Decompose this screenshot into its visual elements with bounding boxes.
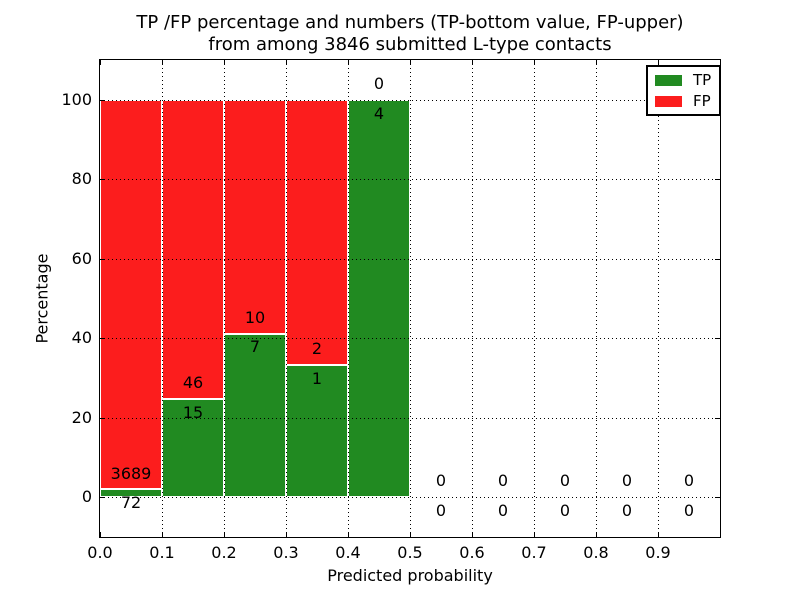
tp-count-label: 1 <box>311 368 323 388</box>
x-gridline <box>286 60 287 537</box>
x-tick-label: 0.6 <box>459 543 485 562</box>
fp-count-label: 2 <box>311 338 323 358</box>
fp-count-label: 0 <box>435 471 447 491</box>
x-tick-label: 0.5 <box>397 543 423 562</box>
x-tick-label: 0.7 <box>521 543 547 562</box>
y-tick-mark-left <box>100 258 105 260</box>
fp-bar-segment <box>286 100 348 365</box>
fp-bar-segment <box>100 100 162 490</box>
x-tick-mark-top <box>596 60 597 65</box>
y-tick-label: 80 <box>71 169 92 189</box>
legend-row-tp: TP <box>655 72 711 88</box>
plot-area: TP FP 3689 72 46 15 10 7 2 1 0 4 0 0 0 0 0 0 0 0 0 0 <box>99 59 722 538</box>
fp-count-label: 46 <box>182 373 204 393</box>
x-tick-mark-bottom <box>286 532 287 537</box>
tp-count-label: 0 <box>559 500 571 520</box>
legend-row-fp: FP <box>655 93 711 109</box>
x-tick-label: 0.8 <box>583 543 609 562</box>
y-tick-label: 40 <box>71 328 92 348</box>
fp-bar-segment <box>224 100 286 334</box>
x-gridline <box>472 60 473 537</box>
y-tick-mark-left <box>100 497 105 498</box>
tp-bar-segment <box>224 333 286 497</box>
x-gridline <box>410 60 411 537</box>
x-tick-mark-top <box>162 60 163 65</box>
tp-color-swatch <box>655 74 682 86</box>
y-tick-label: 100 <box>61 90 92 109</box>
x-gridline <box>596 60 597 537</box>
y-axis-label: Percentage <box>32 253 52 344</box>
chart-title-line1: TP /FP percentage and numbers (TP-bottom… <box>136 12 684 33</box>
fp-count-label: 0 <box>559 471 571 491</box>
tp-count-label: 0 <box>683 500 695 520</box>
tp-count-label: 0 <box>497 500 509 520</box>
y-tick-mark-right <box>715 258 720 260</box>
x-gridline <box>348 60 349 537</box>
x-tick-label: 0.9 <box>645 543 671 562</box>
y-tick-mark-right <box>715 338 720 340</box>
x-tick-mark-top <box>472 60 473 65</box>
chart-title-line2: from among 3846 submitted L-type contact… <box>208 34 612 55</box>
x-gridline <box>162 60 163 537</box>
x-gridline <box>534 60 535 537</box>
y-tick-mark-left <box>100 179 105 181</box>
tp-bar-segment <box>286 364 348 497</box>
x-axis-label: Predicted probability <box>327 566 493 585</box>
tp-count-label: 0 <box>435 500 447 520</box>
y-tick-label: 60 <box>71 248 92 268</box>
tp-bar-segment <box>100 489 162 497</box>
tp-count-label: 4 <box>373 103 385 123</box>
legend-label-fp: FP <box>693 92 711 110</box>
x-tick-mark-bottom <box>348 532 349 537</box>
y-tick-mark-right <box>715 417 720 419</box>
x-tick-mark-top <box>410 60 411 65</box>
tp-count-label: 15 <box>182 403 204 423</box>
x-tick-mark-bottom <box>596 532 597 537</box>
fp-color-swatch <box>655 95 682 107</box>
x-tick-mark-top <box>286 60 287 65</box>
legend: TP FP <box>646 65 722 116</box>
x-tick-mark-bottom <box>472 532 473 537</box>
y-tick-mark-right <box>715 497 720 498</box>
tp-bar-segment <box>348 100 410 497</box>
x-tick-mark-bottom <box>534 532 535 537</box>
y-tick-mark-left <box>100 100 105 101</box>
fp-count-label: 0 <box>621 471 633 491</box>
y-tick-label: 0 <box>81 487 92 506</box>
tp-count-label: 0 <box>621 500 633 520</box>
x-tick-mark-bottom <box>224 532 225 537</box>
fp-count-label: 0 <box>497 471 509 491</box>
x-tick-label: 0.4 <box>335 543 361 562</box>
tp-count-label: 7 <box>249 337 261 357</box>
x-tick-mark-bottom <box>100 532 101 537</box>
x-tick-mark-top <box>100 60 101 65</box>
x-tick-mark-top <box>658 60 659 65</box>
x-tick-mark-top <box>534 60 535 65</box>
y-tick-mark-left <box>100 338 105 340</box>
x-gridline <box>224 60 225 537</box>
x-tick-mark-bottom <box>410 532 411 537</box>
x-tick-mark-bottom <box>658 532 659 537</box>
fp-count-label: 0 <box>373 74 385 94</box>
tp-count-label: 72 <box>120 493 142 513</box>
y-tick-mark-right <box>715 179 720 181</box>
y-tick-mark-left <box>100 417 105 419</box>
x-tick-mark-bottom <box>162 532 163 537</box>
x-gridline <box>658 60 659 537</box>
x-tick-label: 0.3 <box>273 543 299 562</box>
x-tick-mark-top <box>348 60 349 65</box>
fp-count-label: 0 <box>683 471 695 491</box>
tp-bar-segment <box>162 399 224 497</box>
x-tick-mark-top <box>224 60 225 65</box>
y-tick-label: 20 <box>71 407 92 427</box>
legend-label-tp: TP <box>693 71 712 89</box>
x-tick-label: 0.0 <box>87 543 113 562</box>
fp-count-label: 10 <box>244 307 266 327</box>
x-tick-label: 0.2 <box>211 543 237 562</box>
fp-count-label: 3689 <box>110 463 152 483</box>
x-tick-label: 0.1 <box>149 543 175 562</box>
